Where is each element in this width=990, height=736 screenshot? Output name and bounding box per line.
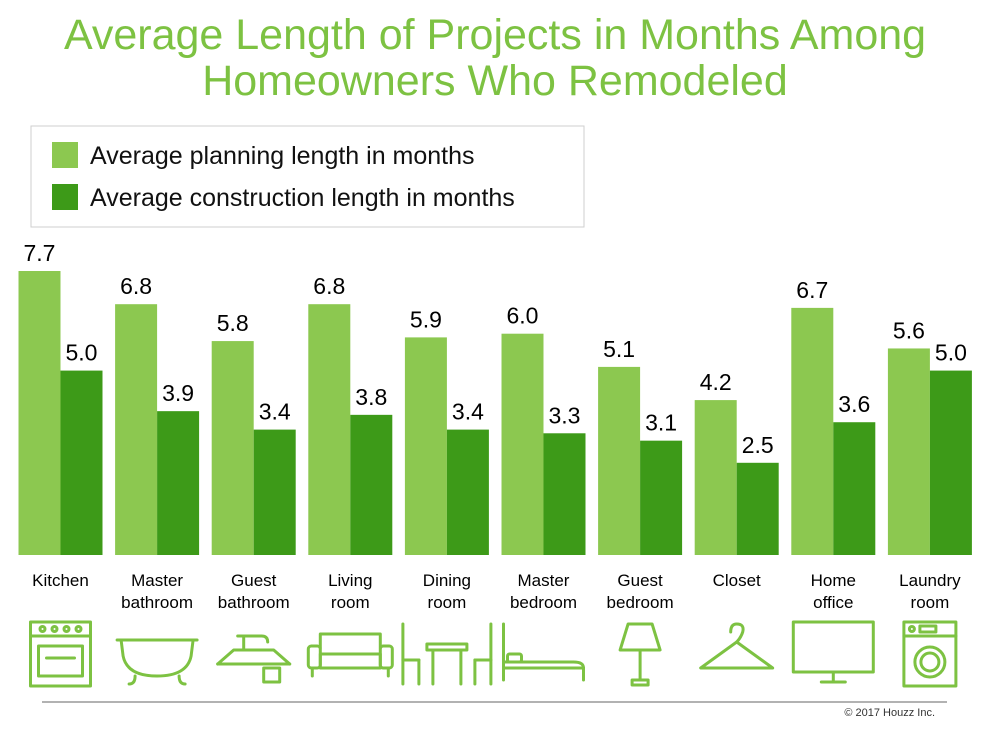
bed-icon [502, 622, 585, 682]
dining-set-icon [401, 622, 493, 686]
bar-planning [791, 307, 834, 555]
bar-planning [308, 304, 351, 555]
bar-construction [350, 414, 393, 555]
value-label-planning: 6.8 [120, 273, 152, 299]
value-label-construction: 3.3 [549, 402, 581, 428]
category-label: Home [811, 571, 856, 590]
category-label: bedroom [510, 593, 577, 612]
category-label: Guest [231, 571, 277, 590]
value-label-planning: 5.8 [217, 310, 249, 336]
bar-planning [211, 341, 254, 555]
category-group: 6.8 3.9 Master bathroom [115, 273, 200, 612]
bar-planning [115, 304, 158, 555]
category-label: office [813, 593, 853, 612]
category-label: Laundry [899, 571, 961, 590]
category-group: 5.9 3.4 Dining room [404, 306, 489, 612]
category-group: 7.7 5.0 Kitchen [18, 240, 103, 590]
value-label-planning: 6.7 [796, 277, 828, 303]
sofa-icon [306, 632, 394, 678]
category-group: 5.8 3.4 Guest bathroom [211, 310, 296, 612]
category-label: Master [131, 571, 183, 590]
legend-label-planning: Average planning length in months [90, 142, 475, 170]
category-label: bathroom [218, 593, 290, 612]
bar-planning [18, 271, 61, 555]
value-label-planning: 5.6 [893, 317, 925, 343]
value-label-planning: 5.9 [410, 306, 442, 332]
value-label-construction: 3.1 [645, 410, 677, 436]
category-group: 5.6 5.0 Laundry room [887, 317, 972, 612]
value-label-planning: 4.2 [700, 369, 732, 395]
category-label: Master [518, 571, 570, 590]
value-label-construction: 5.0 [66, 340, 98, 366]
bar-construction [929, 370, 972, 555]
chart-title-line-1: Average Length of Projects in Months Amo… [63, 11, 927, 59]
value-label-construction: 3.4 [259, 399, 291, 425]
bathtub-icon [115, 638, 199, 686]
category-label: Closet [713, 571, 761, 590]
category-group: 6.0 3.3 Master bedroom [501, 303, 586, 612]
monitor-icon [791, 620, 875, 684]
chart-title: Average Length of Projects in Months Amo… [0, 12, 990, 104]
value-label-construction: 3.4 [452, 399, 484, 425]
value-label-planning: 7.7 [24, 240, 56, 266]
chart-title-line-2: Homeowners Who Remodeled [202, 57, 788, 105]
category-label: bedroom [607, 593, 674, 612]
category-label: Dining [423, 571, 471, 590]
category-label: Kitchen [32, 571, 89, 590]
legend-swatch-planning [52, 142, 78, 168]
copyright-notice: © 2017 Houzz Inc. [844, 707, 935, 719]
bar-construction [157, 411, 200, 555]
lamp-icon [618, 622, 662, 687]
value-label-construction: 5.0 [935, 340, 967, 366]
bar-construction [446, 429, 489, 555]
sink-icon [216, 634, 292, 684]
value-label-planning: 6.0 [507, 303, 539, 329]
category-label: room [911, 593, 950, 612]
value-label-construction: 3.8 [355, 384, 387, 410]
bar-planning [404, 337, 447, 555]
value-label-planning: 6.8 [313, 273, 345, 299]
value-label-planning: 5.1 [603, 336, 635, 362]
bar-planning [887, 348, 930, 555]
legend-label-construction: Average construction length in months [90, 184, 515, 212]
category-group: 4.2 2.5 Closet [694, 369, 779, 590]
hanger-icon [699, 622, 775, 670]
bar-planning [598, 366, 641, 555]
category-group: 6.7 3.6 Home office [791, 277, 876, 612]
category-label: room [331, 593, 370, 612]
legend: Average planning length in months Average… [30, 125, 585, 228]
category-label: room [428, 593, 467, 612]
legend-swatch-construction [52, 184, 78, 210]
value-label-construction: 3.6 [838, 391, 870, 417]
category-group: 5.1 3.1 Guest bedroom [598, 336, 683, 612]
bar-construction [833, 422, 876, 555]
bar-construction [640, 440, 683, 555]
category-label: Living [328, 571, 372, 590]
washing-machine-icon [902, 620, 958, 688]
legend-box [30, 125, 585, 228]
bar-construction [60, 370, 103, 555]
bar-construction [736, 462, 779, 555]
category-label: bathroom [121, 593, 193, 612]
bar-construction [253, 429, 296, 555]
oven-icon [29, 620, 92, 688]
value-label-construction: 3.9 [162, 380, 194, 406]
category-label: Guest [617, 571, 663, 590]
bar-planning [501, 333, 544, 555]
bar-construction [543, 433, 586, 555]
category-group: 6.8 3.8 Living room [308, 273, 393, 612]
value-label-construction: 2.5 [742, 432, 774, 458]
bar-planning [694, 400, 737, 555]
